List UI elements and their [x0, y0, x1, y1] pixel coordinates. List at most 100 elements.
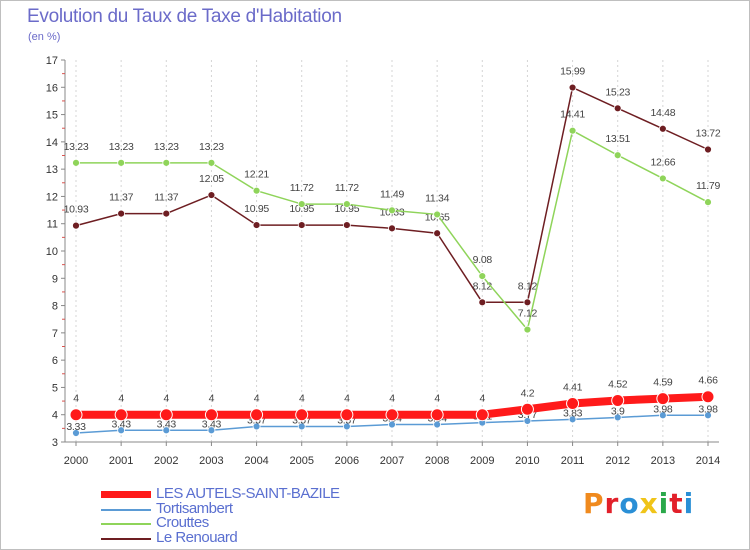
y-tick-label: 3: [52, 437, 58, 449]
y-tick-label: 14: [46, 137, 58, 149]
data-label: 4.66: [698, 375, 718, 387]
logo-letter: P: [583, 487, 605, 520]
data-label: 8.12: [518, 280, 538, 292]
legend-label: LES AUTELS-SAINT-BAZILE: [156, 485, 340, 502]
data-point: [342, 200, 351, 208]
data-point: [252, 186, 261, 195]
data-point: [433, 229, 442, 238]
y-tick-label: 7: [52, 328, 58, 340]
data-point: [385, 408, 399, 422]
data-point: [523, 298, 532, 307]
data-label: 3.98: [698, 403, 718, 415]
data-point: [656, 392, 670, 406]
data-point: [117, 426, 126, 435]
data-label: 13.51: [605, 133, 630, 145]
x-tick-label: 2003: [199, 455, 223, 467]
data-point: [250, 408, 264, 422]
legend-label: Crouttes: [156, 514, 209, 531]
proxiti-logo: Proxiti: [583, 487, 694, 520]
data-label: 3.83: [563, 407, 583, 419]
x-tick-label: 2004: [244, 455, 268, 467]
data-label: 4: [209, 393, 215, 405]
data-label: 9.08: [473, 254, 493, 266]
x-tick-label: 2014: [696, 455, 720, 467]
data-point: [117, 209, 126, 218]
data-label: 3.43: [202, 418, 222, 430]
data-point: [72, 221, 80, 230]
logo-letter: o: [619, 487, 640, 520]
x-tick-label: 2009: [470, 455, 494, 467]
legend-swatch: [101, 523, 151, 525]
data-point: [297, 422, 306, 431]
data-label: 4: [344, 393, 350, 405]
data-point: [340, 408, 354, 422]
data-point: [252, 221, 261, 229]
logo-letter: x: [639, 487, 659, 520]
data-label: 4: [389, 393, 395, 405]
data-label: 12.21: [244, 169, 269, 181]
logo-letter: r: [604, 487, 620, 520]
data-label: 13.23: [154, 141, 179, 153]
data-label: 8.12: [473, 280, 493, 292]
data-point: [430, 408, 444, 422]
data-point: [658, 124, 667, 133]
x-tick-label: 2006: [335, 455, 359, 467]
data-label: 12.05: [199, 173, 224, 185]
data-label: 14.41: [560, 109, 585, 121]
y-tick-label: 5: [52, 382, 58, 394]
data-label: 4: [299, 393, 305, 405]
data-label: 11.72: [335, 182, 359, 194]
data-label: 11.49: [380, 188, 404, 200]
chart-title: Evolution du Taux de Taxe d'Habitation: [27, 6, 342, 27]
data-label: 4: [73, 393, 79, 405]
data-point: [69, 408, 83, 422]
data-point: [204, 408, 218, 422]
y-tick-label: 17: [46, 55, 58, 67]
data-point: [523, 325, 532, 334]
data-label: 4.59: [653, 377, 673, 389]
x-tick-label: 2005: [289, 455, 313, 467]
x-tick-label: 2001: [109, 455, 133, 467]
data-point: [568, 415, 577, 424]
logo-letter: t: [669, 487, 684, 520]
data-label: 14.48: [650, 107, 675, 119]
x-tick-label: 2011: [561, 455, 585, 467]
data-label: 11.37: [109, 192, 133, 204]
data-label: 12.66: [650, 156, 675, 168]
x-tick-label: 2008: [425, 455, 449, 467]
data-label: 3.43: [112, 418, 132, 430]
data-label: 10.95: [244, 203, 269, 215]
data-point: [295, 408, 309, 422]
x-tick-label: 2012: [605, 455, 629, 467]
data-point: [162, 426, 171, 435]
data-label: 4.41: [563, 382, 583, 394]
data-point: [475, 408, 489, 422]
y-tick-label: 6: [52, 355, 58, 367]
data-label: 11.37: [154, 192, 178, 204]
data-point: [568, 83, 577, 92]
x-tick-label: 2010: [515, 455, 539, 467]
y-tick-label: 4: [52, 410, 58, 422]
y-tick-label: 10: [46, 246, 58, 258]
data-point: [613, 151, 622, 160]
data-label: 4.52: [608, 379, 628, 391]
data-label: 3.9: [611, 405, 625, 417]
legend-label: Tortisambert: [156, 500, 233, 517]
data-label: 13.72: [696, 127, 721, 139]
data-point: [613, 413, 622, 422]
y-tick-label: 15: [46, 110, 58, 122]
data-label: 13.23: [64, 141, 89, 153]
data-point: [159, 408, 173, 422]
data-point: [613, 104, 622, 113]
data-point: [701, 390, 715, 404]
data-label: 7.12: [518, 308, 538, 320]
data-point: [611, 394, 625, 408]
data-label: 4: [164, 393, 170, 405]
data-label: 10.95: [334, 203, 359, 215]
y-tick-label: 12: [46, 191, 58, 203]
x-tick-label: 2002: [154, 455, 178, 467]
data-point: [388, 224, 396, 233]
data-label: 11.34: [425, 192, 449, 204]
data-point: [433, 210, 442, 219]
